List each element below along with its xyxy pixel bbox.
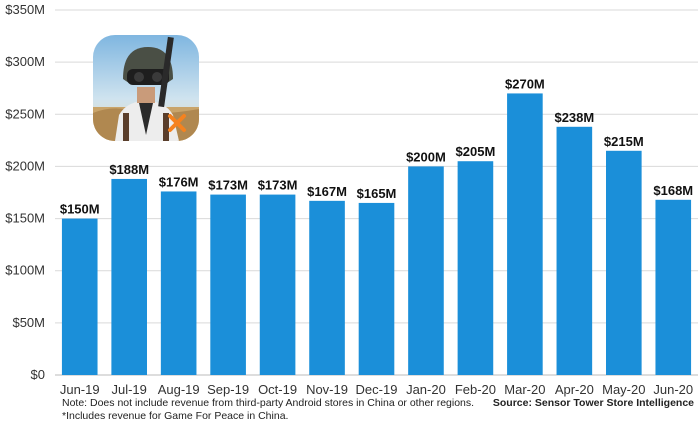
bars	[61, 93, 692, 375]
y-tick-label: $200M	[5, 158, 45, 173]
bar	[408, 166, 444, 375]
data-label: $215M	[604, 134, 644, 149]
bar	[556, 126, 593, 375]
y-tick-label: $50M	[12, 315, 45, 330]
game-app-icon	[93, 35, 199, 141]
x-tick-label: Jun-19	[60, 382, 100, 397]
y-tick-label: $0	[31, 367, 45, 382]
x-tick-label: Jul-19	[111, 382, 146, 397]
data-label: $168M	[653, 183, 693, 198]
bar	[358, 202, 395, 375]
footnote-line-2: *Includes revenue for Game For Peace in …	[62, 410, 289, 422]
data-label: $167M	[307, 184, 347, 199]
x-tick-label: Oct-19	[258, 382, 297, 397]
bar	[655, 199, 692, 375]
bar	[61, 218, 98, 375]
bar	[606, 150, 642, 375]
data-label: $165M	[357, 186, 397, 201]
x-tick-label: Sep-19	[207, 382, 249, 397]
x-tick-label: Mar-20	[504, 382, 545, 397]
y-tick-label: $250M	[5, 106, 45, 121]
footnote-line-1: Note: Does not include revenue from thir…	[62, 397, 475, 409]
x-tick-label: Dec-19	[356, 382, 398, 397]
data-label: $150M	[60, 202, 100, 217]
bar	[457, 161, 494, 375]
bar	[259, 194, 296, 375]
source-credit: Source: Sensor Tower Store Intelligence	[492, 397, 694, 409]
y-axis: $0 $50M $100M $150M $200M $250M $300M $350M	[5, 2, 45, 382]
bar	[309, 200, 345, 375]
y-tick-label: $100M	[5, 263, 45, 278]
x-tick-label: Apr-20	[555, 382, 594, 397]
bar	[111, 178, 147, 375]
x-tick-label: May-20	[602, 382, 645, 397]
data-label: $188M	[109, 162, 149, 177]
data-label: $173M	[208, 178, 248, 193]
y-tick-label: $150M	[5, 211, 45, 226]
data-label: $270M	[505, 76, 545, 91]
y-tick-label: $300M	[5, 54, 45, 69]
x-tick-label: Aug-19	[158, 382, 200, 397]
data-label: $205M	[456, 144, 496, 159]
x-tick-label: Feb-20	[455, 382, 496, 397]
y-tick-label: $350M	[5, 2, 45, 17]
x-tick-label: Nov-19	[306, 382, 348, 397]
data-label: $173M	[258, 178, 298, 193]
x-tick-label: Jun-20	[653, 382, 693, 397]
data-label: $200M	[406, 149, 446, 164]
x-axis: Jun-19 Jul-19 Aug-19 Sep-19 Oct-19 Nov-19 Dec-…	[60, 382, 693, 397]
data-label: $176M	[159, 174, 199, 189]
data-labels: $150M $188M $176M $173M $173M $167M $165M $200M…	[60, 76, 693, 216]
bar	[160, 191, 197, 375]
x-tick-label: Jan-20	[406, 382, 446, 397]
data-label: $238M	[554, 110, 594, 125]
bar	[507, 93, 543, 375]
bar	[210, 194, 246, 375]
